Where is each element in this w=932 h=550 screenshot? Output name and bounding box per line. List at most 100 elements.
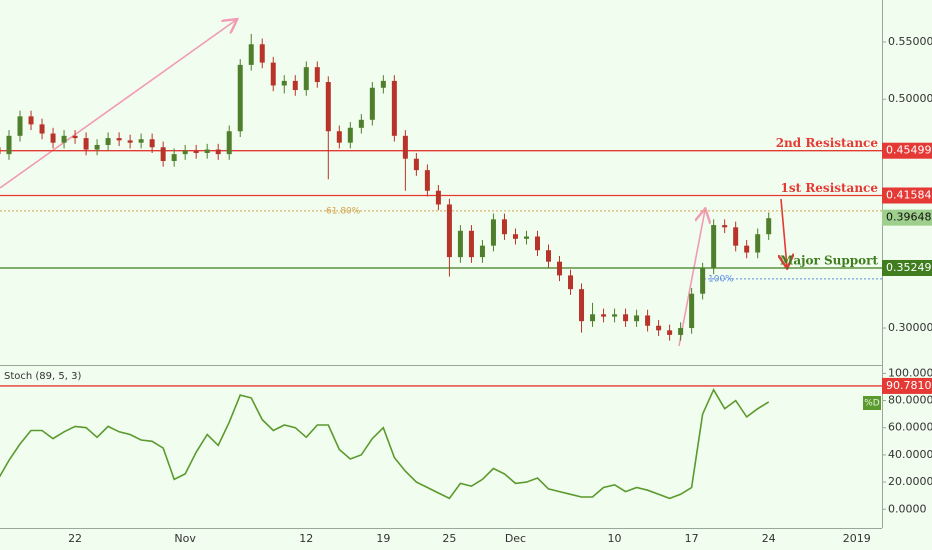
price-label: 0.39648 [886, 211, 932, 224]
candle-body [281, 80, 287, 86]
candle-body [534, 236, 540, 251]
candle-body [711, 225, 717, 269]
fib-label: 61.80% [326, 206, 361, 216]
candle-body [270, 62, 276, 86]
candle-body [336, 131, 342, 143]
price-label: 90.7810 [886, 379, 932, 392]
candle-body [490, 219, 496, 246]
candle-body [501, 219, 507, 235]
x-tick-label: 22 [68, 532, 82, 545]
level-name: 2nd Resistance [776, 136, 879, 150]
candle-body [612, 314, 618, 317]
candle-body [689, 293, 695, 329]
y-tick-label: 0.55000 [888, 35, 932, 48]
x-tick-label: 17 [685, 532, 699, 545]
price-label-box [882, 259, 932, 276]
y-tick-label: 0.30000 [888, 321, 932, 334]
fib-label: 100% [708, 274, 734, 284]
price-label-box [882, 142, 932, 159]
candle-body [204, 149, 210, 153]
candle-body [149, 139, 155, 148]
x-tick-label: 24 [762, 532, 776, 545]
candle-body [369, 87, 375, 120]
candle-body [303, 67, 309, 91]
candle-body [479, 245, 485, 258]
candle-body [557, 261, 563, 276]
price-label-box [882, 187, 932, 204]
candle-body [226, 131, 232, 155]
legend-box [863, 396, 881, 410]
candle-body [579, 289, 585, 322]
y-tick-label: 20.0000 [888, 475, 932, 488]
price-label: 0.45499 [886, 144, 932, 157]
candle-body [325, 82, 331, 132]
y-tick-label: 40.0000 [888, 448, 932, 461]
candle-body [248, 44, 254, 65]
candle-body [17, 116, 23, 136]
price-label-box [882, 209, 932, 226]
candle-body [435, 190, 441, 205]
candle-body [601, 314, 607, 317]
candle-body [28, 116, 34, 125]
candle-body [546, 250, 551, 262]
y-tick-label: 60.0000 [888, 421, 932, 434]
candle-body [402, 135, 408, 159]
candle-body [358, 119, 364, 128]
y-tick-label: 80.0000 [888, 394, 932, 407]
candle-body [237, 64, 243, 132]
candle-body [380, 80, 386, 88]
candle-body [590, 314, 596, 322]
x-tick-label: 12 [299, 532, 313, 545]
candle-body [512, 234, 518, 239]
x-tick-label: 10 [608, 532, 622, 545]
candle-body [468, 230, 474, 258]
indicator-title: Stoch (89, 5, 3) [4, 371, 81, 382]
candle-body [105, 138, 111, 145]
projection-arrow [781, 198, 787, 267]
candle-body [6, 135, 12, 155]
y-tick-label: 0.0000 [888, 502, 927, 515]
candle-body [568, 275, 574, 290]
candle-body [744, 245, 750, 253]
candle-body [127, 140, 133, 143]
candle-body [72, 135, 78, 139]
candle-body [193, 150, 199, 153]
candle-body [645, 315, 651, 326]
price-label-box [882, 377, 932, 394]
candle-body [116, 138, 122, 141]
candle-body [138, 139, 144, 143]
level-name: Major Support [780, 253, 878, 267]
candle-body [722, 225, 728, 228]
candle-body [413, 158, 419, 171]
candle-body [391, 80, 397, 136]
y-tick-label: 0.50000 [888, 92, 932, 105]
x-tick-label: 19 [376, 532, 390, 545]
candle-body [292, 80, 298, 91]
x-tick-label: Nov [174, 532, 196, 545]
level-name: 1st Resistance [781, 181, 879, 195]
candle-body [259, 44, 265, 63]
candle-body [314, 67, 320, 83]
candle-body [424, 170, 430, 191]
candle-body [39, 124, 45, 134]
candle-body [755, 234, 761, 253]
candle-body [623, 314, 629, 322]
candle-body [94, 144, 100, 150]
legend-label: %D [864, 399, 880, 409]
candle-body [160, 147, 166, 161]
x-tick-label: 2019 [843, 532, 871, 545]
candle-body [634, 315, 640, 322]
candle-body [656, 325, 662, 331]
trend-arrow [0, 20, 236, 189]
candle-body [523, 236, 529, 239]
candle-body [215, 149, 221, 155]
candle-body [61, 135, 67, 143]
candle-body [678, 328, 684, 335]
price-label: 0.41584 [886, 188, 932, 201]
candle-body [766, 218, 772, 235]
candle-body [0, 147, 1, 155]
x-tick-label: Dec [505, 532, 526, 545]
candle-body [446, 204, 452, 258]
candle-body [50, 133, 56, 143]
